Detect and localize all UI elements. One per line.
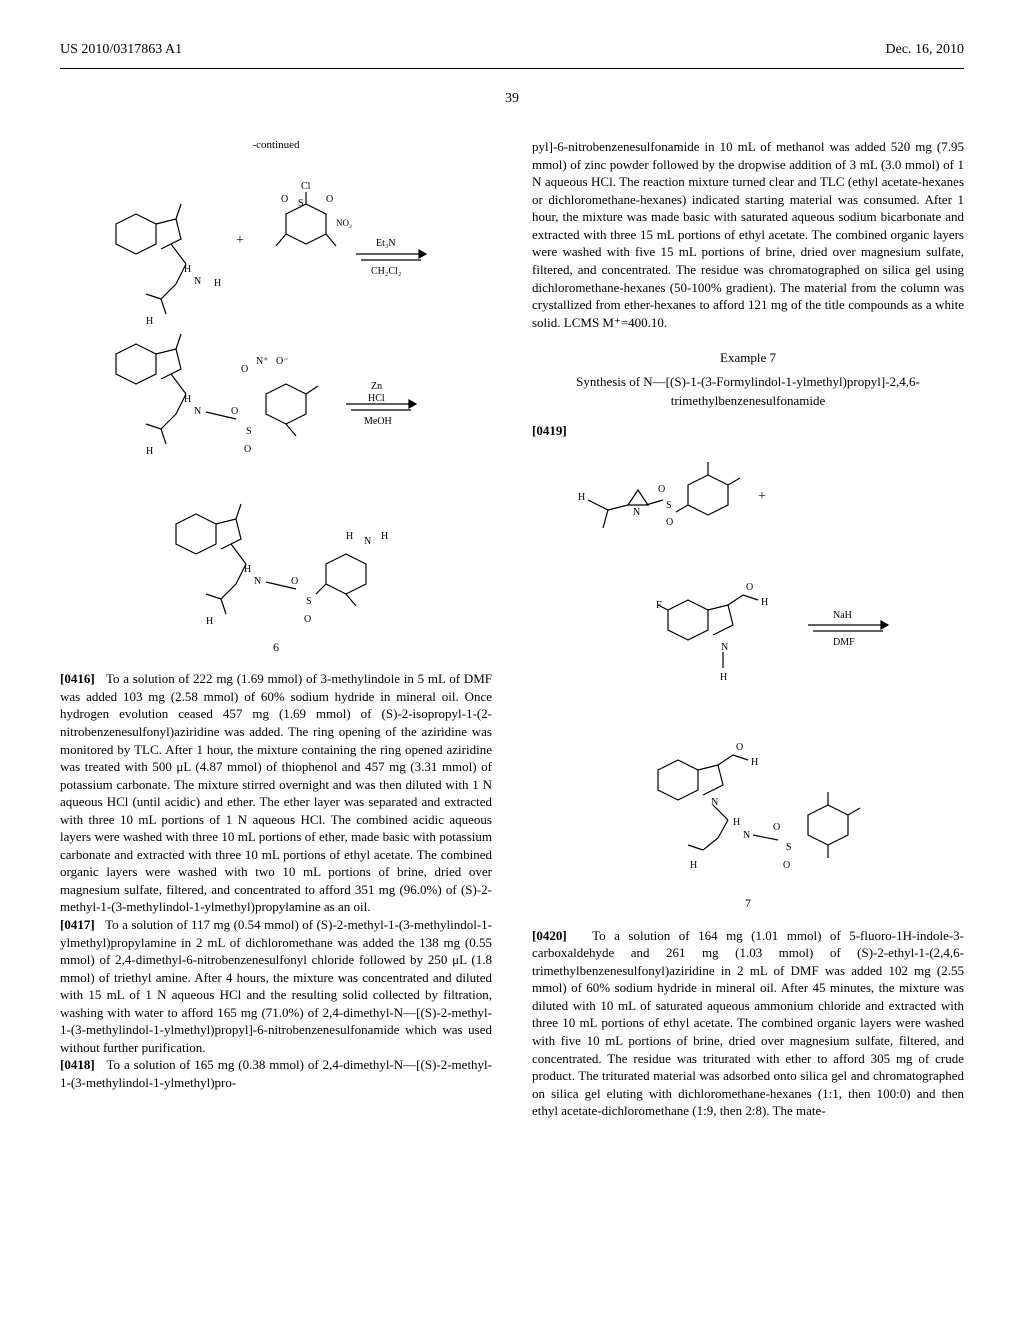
svg-text:CH₂Cl₂: CH₂Cl₂ <box>371 266 401 277</box>
example-7-title: Synthesis of N—[(S)-1-(3-Formylindol-1-y… <box>532 373 964 409</box>
para-num-0420: [0420] <box>532 928 567 943</box>
paragraph-0417: [0417] To a solution of 117 mg (0.54 mmo… <box>60 916 492 1056</box>
svg-text:O: O <box>304 614 311 625</box>
svg-text:H: H <box>206 616 213 627</box>
svg-text:Zn: Zn <box>371 381 382 392</box>
svg-text:O: O <box>658 484 665 495</box>
svg-text:H: H <box>578 492 585 503</box>
svg-text:N: N <box>194 406 201 417</box>
svg-text:H: H <box>381 531 388 542</box>
chemical-scheme-right: H N O S O + <box>532 450 964 890</box>
chemical-scheme-left: H N H H + Cl O O S NO₂ <box>60 164 492 634</box>
svg-text:DMF: DMF <box>833 637 855 648</box>
reaction-scheme-6-svg: H N H H + Cl O O S NO₂ <box>86 164 466 634</box>
svg-text:H: H <box>690 860 697 871</box>
svg-text:H: H <box>733 817 740 828</box>
reaction-scheme-7-svg: H N O S O + <box>558 450 938 890</box>
svg-text:H: H <box>184 264 191 275</box>
paragraph-0420: [0420] To a solution of 164 mg (1.01 mmo… <box>532 927 964 1120</box>
para-num-0416: [0416] <box>60 671 95 686</box>
example-7-heading: Example 7 <box>532 349 964 367</box>
svg-text:H: H <box>751 757 758 768</box>
svg-text:O: O <box>241 364 248 375</box>
header-rule <box>60 68 964 69</box>
svg-text:+: + <box>236 233 244 248</box>
svg-text:O: O <box>244 444 251 455</box>
svg-text:O: O <box>291 576 298 587</box>
continued-label: -continued <box>60 138 492 153</box>
para-num-0417: [0417] <box>60 917 95 932</box>
svg-text:O: O <box>281 194 288 205</box>
publication-date: Dec. 16, 2010 <box>885 40 964 60</box>
svg-text:O: O <box>666 517 673 528</box>
svg-text:H: H <box>184 394 191 405</box>
svg-text:S: S <box>786 842 792 853</box>
para-0420-text: To a solution of 164 mg (1.01 mmol) of 5… <box>532 928 964 1118</box>
para-cont-text: pyl]-6-nitrobenzenesulfonamide in 10 mL … <box>532 139 964 329</box>
svg-text:Et₃N: Et₃N <box>376 238 396 249</box>
svg-text:N⁺: N⁺ <box>256 356 269 367</box>
svg-text:O: O <box>746 582 753 593</box>
svg-text:O: O <box>773 822 780 833</box>
svg-text:S: S <box>246 426 252 437</box>
two-column-content: -continued H N H H <box>60 138 964 1120</box>
para-0418-text: To a solution of 165 mg (0.38 mmol) of 2… <box>60 1057 492 1090</box>
svg-text:H: H <box>346 531 353 542</box>
svg-text:NO₂: NO₂ <box>336 218 352 228</box>
svg-text:H: H <box>214 278 221 289</box>
svg-text:N: N <box>194 276 201 287</box>
svg-text:NaH: NaH <box>833 610 852 621</box>
structure-6-label: 6 <box>60 639 492 656</box>
svg-text:Cl: Cl <box>301 181 311 192</box>
para-0417-text: To a solution of 117 mg (0.54 mmol) of (… <box>60 917 492 1055</box>
svg-text:O: O <box>783 860 790 871</box>
svg-text:N: N <box>721 642 728 653</box>
svg-text:N: N <box>254 576 261 587</box>
svg-text:O: O <box>736 742 743 753</box>
para-num-0419: [0419] <box>532 422 964 440</box>
patent-number: US 2010/0317863 A1 <box>60 40 182 60</box>
paragraph-0418: [0418] To a solution of 165 mg (0.38 mmo… <box>60 1056 492 1091</box>
svg-text:HCl: HCl <box>368 393 385 404</box>
svg-text:+: + <box>758 489 766 504</box>
para-num-0418: [0418] <box>60 1057 95 1072</box>
paragraph-0416: [0416] To a solution of 222 mg (1.69 mmo… <box>60 670 492 916</box>
svg-text:S: S <box>306 596 312 607</box>
para-0416-text: To a solution of 222 mg (1.69 mmol) of 3… <box>60 671 492 914</box>
svg-text:S: S <box>298 198 304 209</box>
svg-text:O⁻: O⁻ <box>276 356 289 367</box>
svg-text:S: S <box>666 500 672 511</box>
svg-text:MeOH: MeOH <box>364 416 392 427</box>
svg-text:H: H <box>720 672 727 683</box>
svg-text:O: O <box>231 406 238 417</box>
svg-text:N: N <box>633 507 640 518</box>
svg-text:N: N <box>364 536 371 547</box>
right-column: pyl]-6-nitrobenzenesulfonamide in 10 mL … <box>527 138 964 1120</box>
left-column: -continued H N H H <box>60 138 497 1120</box>
svg-text:N: N <box>743 830 750 841</box>
page-header: US 2010/0317863 A1 Dec. 16, 2010 <box>60 40 964 60</box>
svg-text:H: H <box>244 564 251 575</box>
svg-text:H: H <box>146 446 153 457</box>
svg-text:H: H <box>761 597 768 608</box>
svg-text:O: O <box>326 194 333 205</box>
svg-text:H: H <box>146 316 153 327</box>
page-number: 39 <box>60 89 964 109</box>
structure-7-label: 7 <box>532 895 964 912</box>
paragraph-continuation: pyl]-6-nitrobenzenesulfonamide in 10 mL … <box>532 138 964 331</box>
